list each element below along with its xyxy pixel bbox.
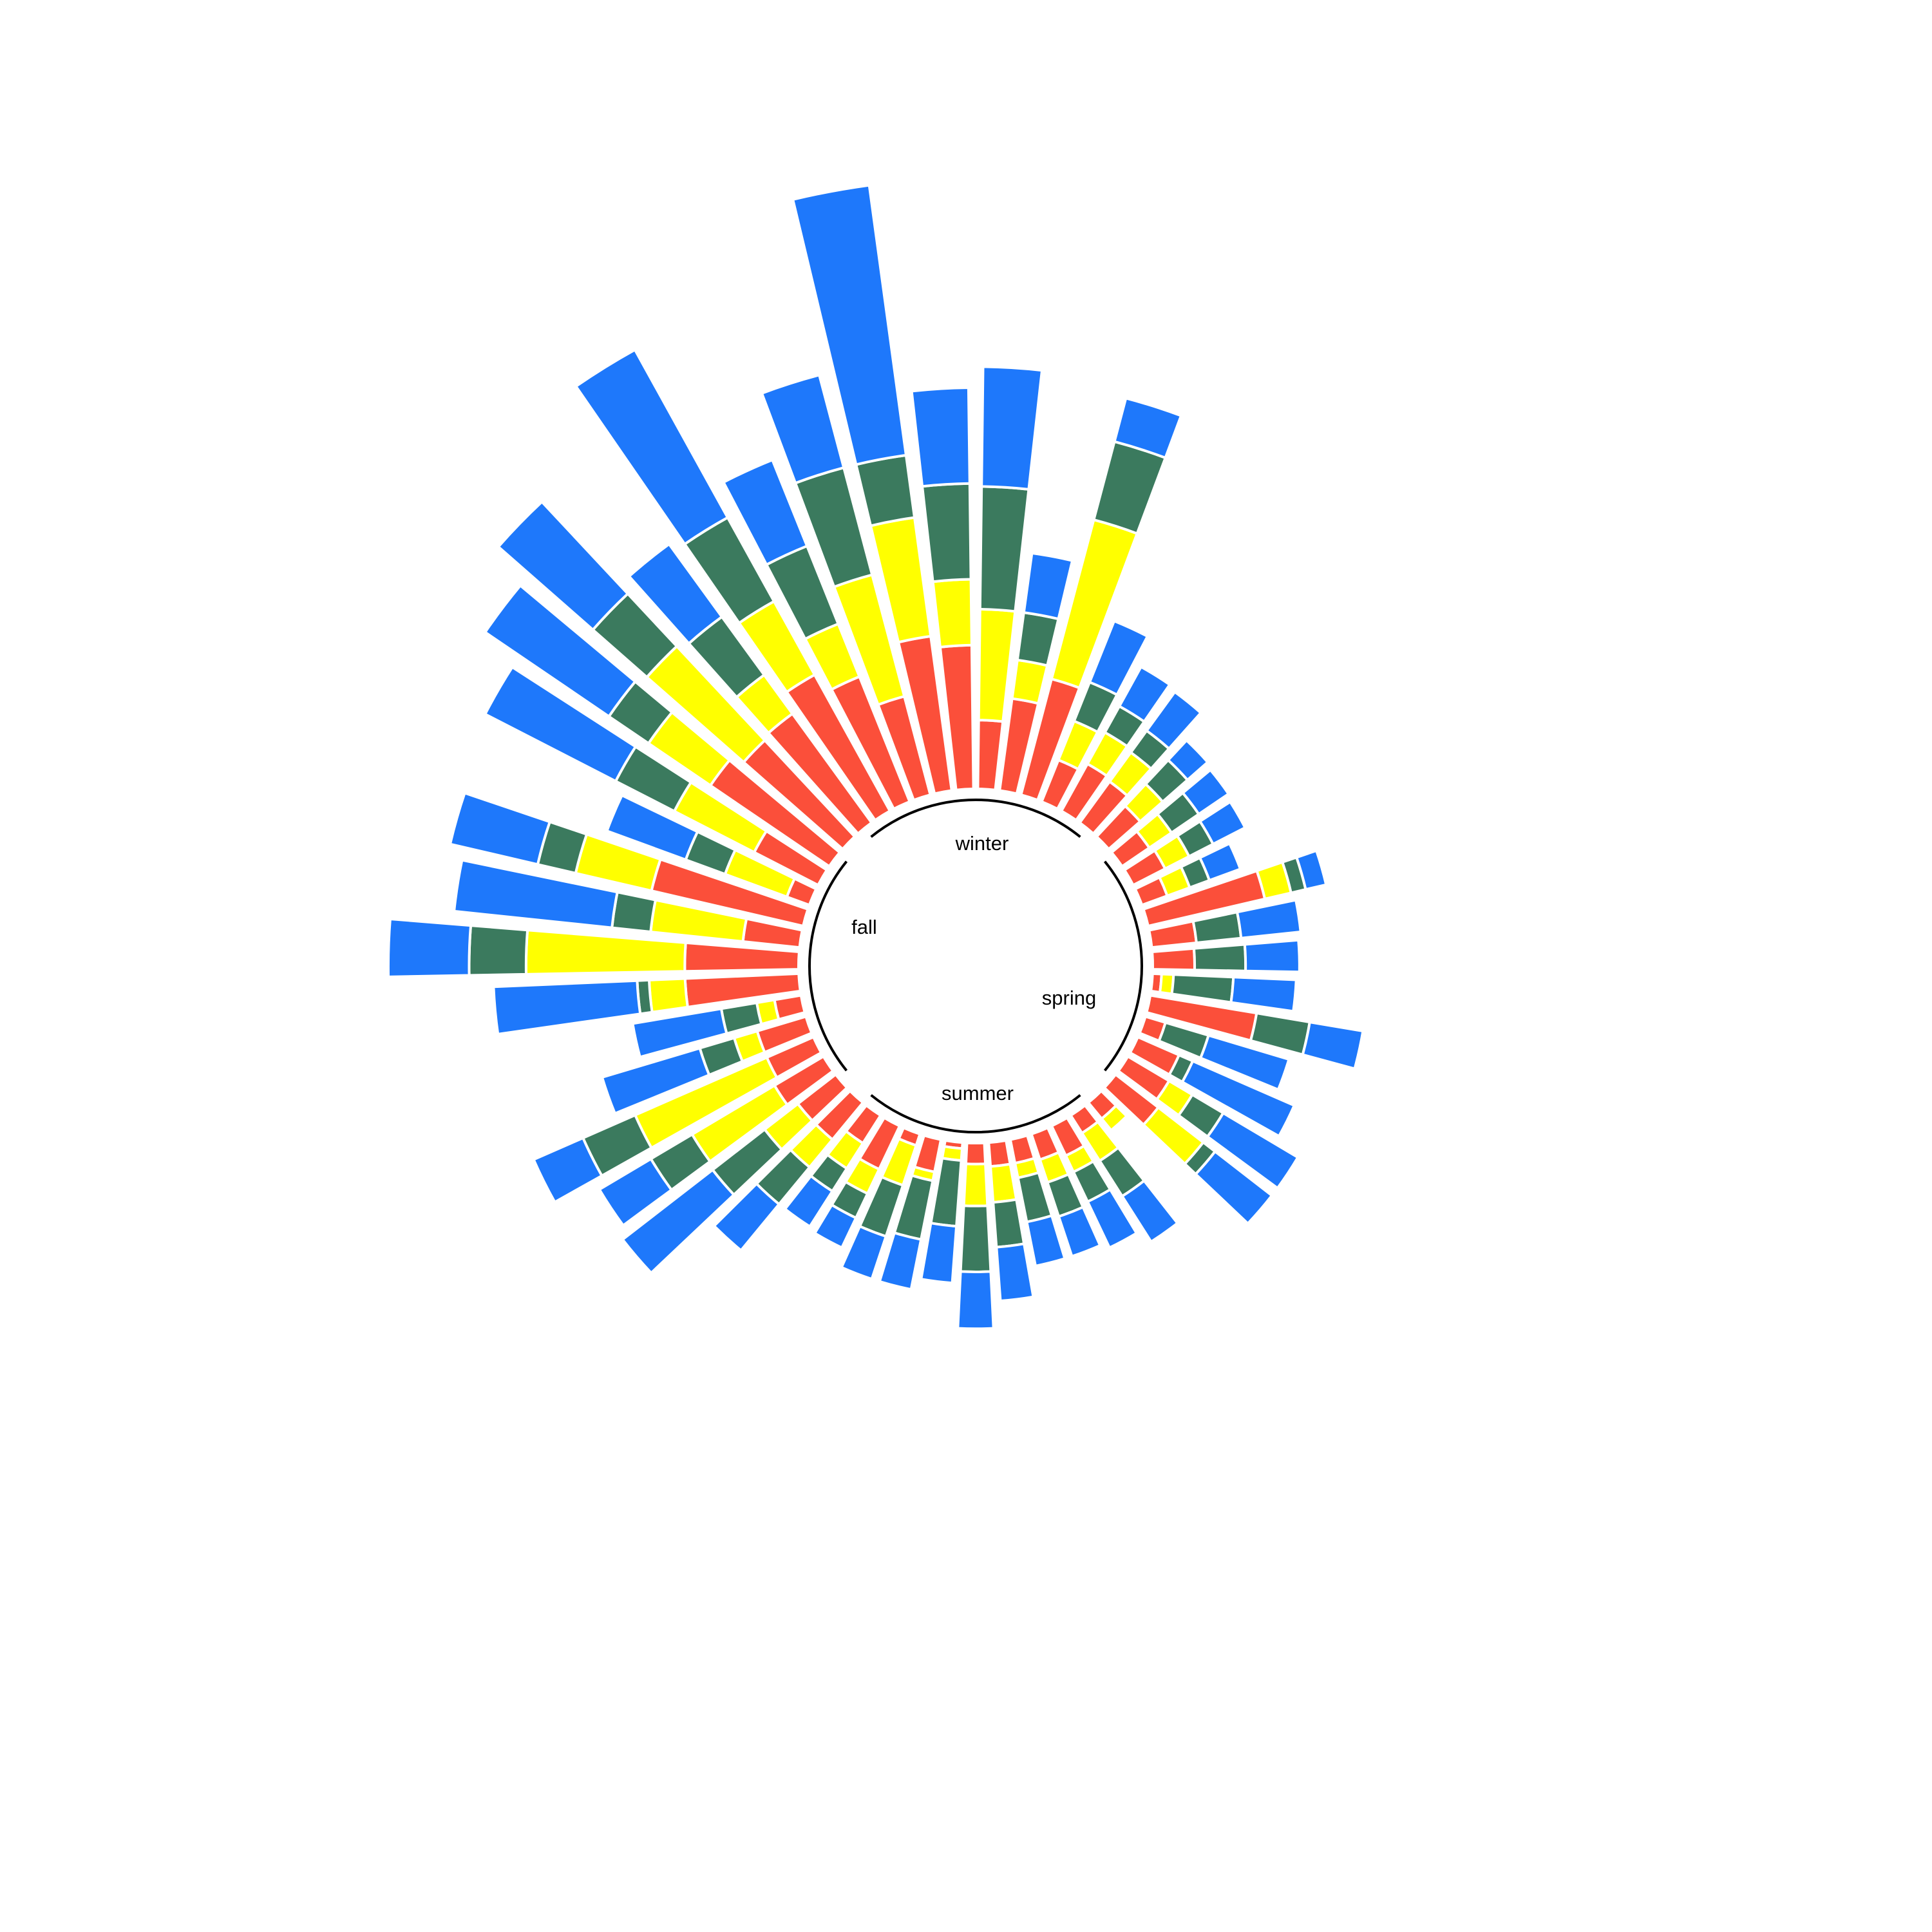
bar-39-green-segment — [611, 890, 658, 934]
season-label-fall: fall — [851, 916, 877, 938]
bar-12-green-segment — [1192, 943, 1247, 972]
bar-12-red-segment — [1150, 947, 1197, 972]
bar-49-blue-segment — [791, 184, 908, 466]
bar-38-green-segment — [468, 923, 529, 977]
bar-46-blue-segment — [574, 348, 730, 546]
bar-40-blue-segment — [448, 791, 552, 866]
bar-42-blue-segment — [483, 665, 638, 783]
bar-25-blue-segment — [956, 1270, 995, 1331]
bar-21-blue-segment — [1086, 1188, 1139, 1250]
bar-36-green-segment — [719, 1001, 763, 1036]
bar-48-blue-segment — [760, 373, 846, 485]
bar-27-blue-segment — [878, 1231, 923, 1291]
season-arc-spring — [1103, 860, 1143, 1072]
season-label-winter: winter — [955, 832, 1009, 855]
season-label-summer: summer — [942, 1082, 1014, 1104]
season-arcs — [808, 799, 1143, 1133]
bar-16-blue-segment — [1180, 1059, 1296, 1138]
bar-23-blue-segment — [1025, 1214, 1066, 1268]
bar-24-green-segment — [992, 1198, 1026, 1249]
bar-24-yellow-segment — [989, 1162, 1018, 1204]
bar-0-red-segment — [976, 719, 1005, 791]
bar-12-blue-segment — [1243, 938, 1301, 974]
bar-3-blue-segment — [1088, 619, 1150, 697]
bar-22-blue-segment — [1057, 1205, 1102, 1258]
bar-37-blue-segment — [492, 979, 642, 1036]
bar-44-blue-segment — [496, 500, 630, 632]
bar-47-blue-segment — [721, 458, 809, 567]
bar-35-blue-segment — [600, 1046, 711, 1115]
bar-25-red-segment — [964, 1141, 987, 1166]
bar-43-blue-segment — [483, 583, 638, 719]
bars-layer — [386, 184, 1365, 1331]
bar-32-blue-segment — [620, 1168, 736, 1275]
season-arc-winter — [870, 799, 1081, 838]
bar-18-blue-segment — [1193, 1150, 1274, 1226]
bar-2-green-segment — [1092, 440, 1168, 536]
bar-50-yellow-segment — [931, 578, 973, 649]
bar-49-green-segment — [854, 453, 916, 527]
bar-2-blue-segment — [1113, 396, 1183, 460]
bar-0-green-segment — [978, 485, 1030, 613]
bar-14-green-segment — [1249, 1011, 1312, 1057]
bar-19-yellow-segment — [1099, 1103, 1129, 1132]
bar-11-green-segment — [1191, 910, 1243, 945]
bar-8-blue-segment — [1198, 800, 1247, 846]
bar-1-green-segment — [1016, 611, 1060, 667]
season-arc-fall — [808, 860, 848, 1072]
bar-41-blue-segment — [605, 793, 699, 862]
bar-24-blue-segment — [995, 1242, 1035, 1303]
bar-37-yellow-segment — [647, 977, 690, 1014]
bar-50-blue-segment — [910, 386, 971, 488]
bar-38-blue-segment — [386, 917, 473, 978]
bar-5-blue-segment — [1144, 690, 1203, 751]
bar-30-blue-segment — [783, 1174, 835, 1229]
bar-17-blue-segment — [1206, 1111, 1300, 1190]
bar-33-blue-segment — [597, 1157, 674, 1227]
bar-14-blue-segment — [1301, 1020, 1365, 1071]
bar-24-red-segment — [987, 1139, 1012, 1168]
bar-1-blue-segment — [1022, 551, 1074, 621]
bar-11-blue-segment — [1235, 898, 1302, 940]
bar-0-blue-segment — [980, 365, 1044, 491]
bar-7-blue-segment — [1180, 768, 1231, 816]
bar-6-blue-segment — [1166, 738, 1210, 782]
bar-4-blue-segment — [1117, 665, 1172, 724]
bar-0-yellow-segment — [977, 607, 1017, 723]
bar-38-yellow-segment — [524, 929, 687, 976]
season-arc-summer — [870, 1094, 1081, 1133]
bar-13-green-segment — [1170, 973, 1235, 1004]
bar-29-blue-segment — [813, 1203, 858, 1250]
bar-25-green-segment — [959, 1204, 992, 1273]
bar-31-blue-segment — [712, 1182, 781, 1253]
bar-26-blue-segment — [919, 1221, 958, 1285]
bar-15-blue-segment — [1198, 1034, 1291, 1092]
bar-50-green-segment — [920, 482, 972, 583]
bar-9-blue-segment — [1198, 842, 1242, 882]
bar-25-yellow-segment — [962, 1162, 989, 1208]
bar-36-blue-segment — [631, 1007, 728, 1059]
bar-13-blue-segment — [1229, 976, 1298, 1013]
bar-34-blue-segment — [531, 1136, 604, 1204]
bar-28-blue-segment — [840, 1224, 888, 1281]
bar-20-blue-segment — [1120, 1179, 1180, 1244]
season-label-spring: spring — [1042, 987, 1096, 1009]
bar-38-red-segment — [683, 941, 801, 973]
bar-1-yellow-segment — [1010, 658, 1049, 705]
bar-45-blue-segment — [627, 542, 724, 646]
bar-39-blue-segment — [452, 858, 620, 929]
bar-10-blue-segment — [1294, 849, 1328, 891]
